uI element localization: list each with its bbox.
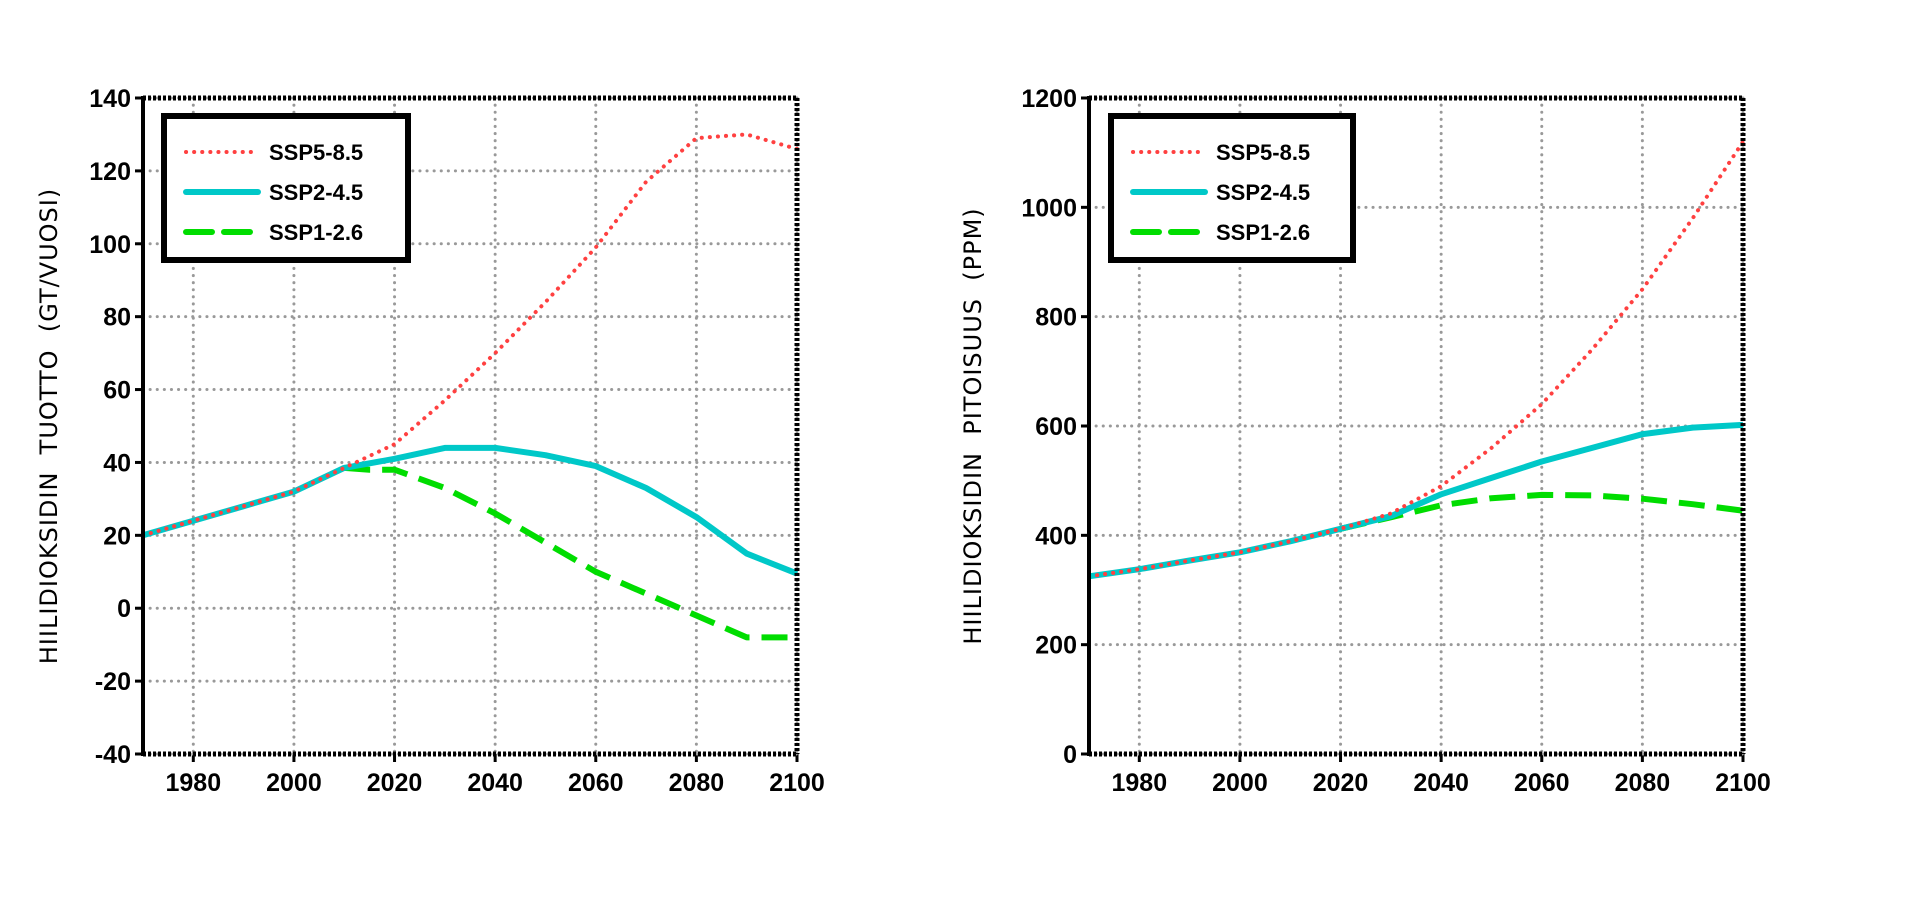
y-tick-label: 120	[89, 158, 131, 186]
y-tick-label: -40	[95, 741, 131, 769]
y-tick-label: 1000	[1021, 194, 1077, 222]
series-line-ssp2-4.5	[142, 444, 799, 577]
x-tick-label: 2080	[1615, 769, 1671, 797]
x-tick-label: 2040	[1413, 769, 1469, 797]
y-axis-label: HIILIDIOKSIDIN TUOTTO (GT/VUOSI)	[35, 188, 63, 665]
y-tick-label: 0	[117, 595, 131, 623]
y-tick-label: 140	[89, 85, 131, 113]
x-tick-label: 2060	[1514, 769, 1570, 797]
x-tick-label: 2000	[266, 769, 322, 797]
legend-label: SSP5-8.5	[1216, 140, 1310, 165]
series-line-ssp2-4.5	[1088, 421, 1744, 580]
y-tick-label: -20	[95, 668, 131, 696]
y-tick-label: 100	[89, 231, 131, 259]
x-tick-label: 2020	[1313, 769, 1369, 797]
series-line-ssp1-2.6	[343, 464, 797, 641]
legend-label: SSP5-8.5	[269, 140, 363, 165]
legend-label: SSP1-2.6	[1216, 220, 1310, 245]
y-tick-label: 200	[1035, 632, 1077, 660]
x-tick-label: 2100	[1715, 769, 1771, 797]
x-tick-label: 1980	[1111, 769, 1167, 797]
x-tick-label: 2060	[568, 769, 624, 797]
x-tick-label: 2100	[769, 769, 825, 797]
y-tick-label: 60	[103, 377, 131, 405]
legend-label: SSP2-4.5	[1216, 180, 1310, 205]
y-tick-label: 0	[1063, 741, 1077, 769]
chart-2: 1980 2000 2020 2040 2060 2080 2100 0 200 400 600 80…	[959, 85, 1771, 797]
y-tick-label: 800	[1035, 304, 1077, 332]
x-tick-label: 1980	[165, 769, 221, 797]
y-tick-label: 600	[1035, 413, 1077, 441]
x-tick-label: 2020	[367, 769, 423, 797]
legend: SSP5-8.5 SSP2-4.5 SSP1-2.6	[161, 113, 411, 263]
legend-label: SSP2-4.5	[269, 180, 363, 205]
legend-box	[1108, 113, 1356, 263]
legend: SSP5-8.5 SSP2-4.5 SSP1-2.6	[1108, 113, 1356, 263]
x-tick-label: 2000	[1212, 769, 1268, 797]
y-tick-label: 1200	[1021, 85, 1077, 113]
legend-label: SSP1-2.6	[269, 220, 363, 245]
chart-1: 1980 2000 2020 2040 2060 2080 2100-40-20020406…	[35, 85, 825, 797]
y-tick-label: 80	[103, 304, 131, 332]
y-tick-label: 20	[103, 522, 131, 550]
y-tick-label: 400	[1035, 522, 1077, 550]
x-tick-label: 2040	[467, 769, 523, 797]
y-axis-label: HIILIDIOKSIDIN PITOISUUS (PPM)	[959, 207, 987, 644]
series-line-ssp1-2.6	[1339, 491, 1744, 532]
series-line-ssp5-8.5	[141, 132, 799, 538]
x-tick-label: 2080	[669, 769, 725, 797]
legend-box	[161, 113, 411, 263]
y-tick-label: 40	[103, 449, 131, 477]
